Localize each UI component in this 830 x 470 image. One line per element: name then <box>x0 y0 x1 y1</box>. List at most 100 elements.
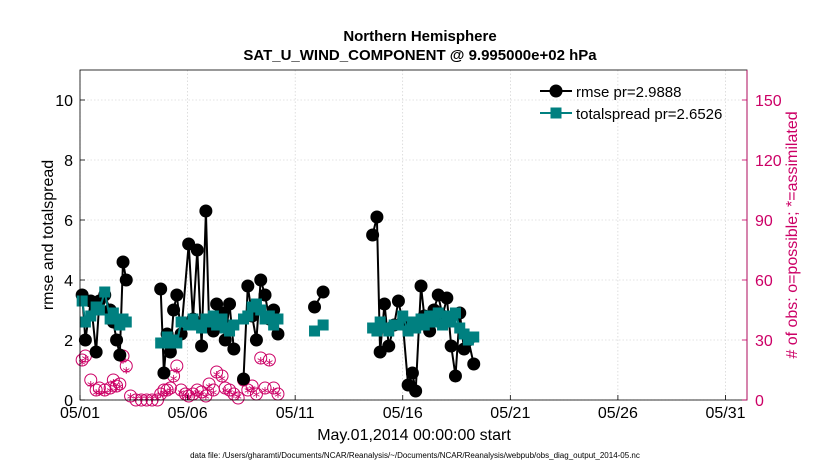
y-left-tick-label: 4 <box>64 273 73 290</box>
chart-title: Northern Hemisphere <box>343 28 496 45</box>
rmse-point <box>89 345 103 359</box>
rmse-point <box>444 339 458 353</box>
totalspread-point <box>454 322 466 334</box>
totalspread-point <box>418 319 430 331</box>
y-left-axis-label: rmse and totalspread <box>40 160 57 310</box>
obs-assimilated-point: * <box>210 386 218 404</box>
rmse-point <box>170 288 184 302</box>
obs-possible-point <box>170 359 184 373</box>
x-axis-ticks: 05/01 05/06 05/11 05/16 05/21 05/26 05/31 <box>60 395 746 422</box>
obs-assimilated-point: * <box>270 384 278 402</box>
rmse-point <box>157 366 171 380</box>
y-right-tick-label: 90 <box>755 213 773 230</box>
y-right-axis-ticks: 0 30 60 90 120 150 <box>742 93 782 410</box>
totalspread-point <box>93 304 105 316</box>
obs-possible-point <box>119 359 133 373</box>
rmse-point <box>223 297 237 311</box>
totalspread-point <box>196 322 208 334</box>
obs-assimilated-point: * <box>78 356 86 374</box>
obs-assimilated-point: * <box>257 354 265 372</box>
rmse-point <box>113 348 127 362</box>
obs-possible-point <box>113 377 127 391</box>
data-file-footnote: data file: /Users/gharamti/Documents/NCA… <box>190 451 640 460</box>
x-tick-label: 05/26 <box>598 405 638 422</box>
rmse-point <box>190 243 204 257</box>
totalspread-point <box>441 310 453 322</box>
obs-assimilated-point: * <box>274 388 282 406</box>
rmse-point <box>241 279 255 293</box>
totalspread-point <box>211 319 223 331</box>
totalspread-point <box>402 325 414 337</box>
obs-assimilated-point: * <box>116 380 124 398</box>
obs-assimilated-point: * <box>182 390 190 408</box>
totalspread-point <box>216 313 228 325</box>
totalspread-point <box>224 325 236 337</box>
obs-assimilated-point: * <box>138 392 146 410</box>
obs-assimilated-point: * <box>96 386 104 404</box>
totalspread-point <box>255 304 267 316</box>
rmse-point <box>218 333 232 347</box>
legend-totalspread-marker <box>550 107 562 119</box>
obs-possible-point <box>262 353 276 367</box>
obs-assimilated-point: * <box>113 382 121 400</box>
x-tick-label: 05/21 <box>490 405 530 422</box>
obs-possible-point <box>254 351 268 365</box>
totalspread-point <box>397 310 409 322</box>
rmse-point <box>78 333 92 347</box>
obs-possible-point <box>110 379 124 393</box>
obs-assimilated-point: * <box>198 388 206 406</box>
totalspread-point <box>272 313 284 325</box>
obs-possible-point <box>163 381 177 395</box>
obs-assimilated-point: * <box>92 386 100 404</box>
totalspread-point <box>317 319 329 331</box>
x-tick-label: 05/06 <box>168 405 208 422</box>
obs-assimilated-point: * <box>101 386 109 404</box>
y-left-tick-label: 8 <box>64 153 73 170</box>
legend-rmse-marker <box>549 84 563 98</box>
y-right-tick-label: 150 <box>755 93 782 110</box>
totalspread-point <box>428 316 440 328</box>
obs-possible-point <box>92 381 106 395</box>
rmse-point <box>271 327 285 341</box>
obs-assimilated-point: * <box>160 386 168 404</box>
totalspread-point <box>309 325 321 337</box>
rmse-point <box>195 339 209 353</box>
obs-assimilated-point: * <box>167 384 175 402</box>
series-layer <box>75 204 481 398</box>
obs-assimilated-point: * <box>163 386 171 404</box>
obs-possible-point <box>89 383 103 397</box>
totalspread-point <box>263 310 275 322</box>
totalspread-point <box>158 337 170 349</box>
totalspread-point <box>268 319 280 331</box>
y-right-tick-label: 0 <box>755 393 764 410</box>
totalspread-point <box>374 316 386 328</box>
obs-possible-point <box>103 381 117 395</box>
obs-assimilated-point: * <box>170 372 178 390</box>
totalspread-point <box>392 319 404 331</box>
obs-assimilated-point: * <box>230 388 238 406</box>
obs-assimilated-point: * <box>185 390 193 408</box>
obs-assimilated-point: * <box>253 388 261 406</box>
obs-assimilated-point: * <box>261 384 269 402</box>
obs-assimilated-point: * <box>148 392 156 410</box>
obs-assimilated-point: * <box>213 368 221 386</box>
rmse-point <box>440 291 454 305</box>
obs-possible-point <box>106 373 120 387</box>
obs-possible-point <box>245 379 259 393</box>
totalspread-point <box>383 325 395 337</box>
y-left-tick-label: 6 <box>64 213 73 230</box>
x-tick-label: 05/16 <box>383 405 423 422</box>
totalspread-point <box>250 298 262 310</box>
obs-possible-point <box>215 369 229 383</box>
obs-assimilated-point: * <box>218 372 226 390</box>
rmse-point <box>382 339 396 353</box>
rmse-point <box>237 372 251 386</box>
rmse-point <box>391 294 405 308</box>
totalspread-point <box>175 316 187 328</box>
x-tick-label: 05/11 <box>276 405 315 422</box>
rmse-point <box>249 333 263 347</box>
totalspread-point <box>99 286 111 298</box>
totalspread-point <box>171 337 183 349</box>
obs-assimilated-point: * <box>110 376 118 394</box>
obs-possible-point <box>157 383 171 397</box>
